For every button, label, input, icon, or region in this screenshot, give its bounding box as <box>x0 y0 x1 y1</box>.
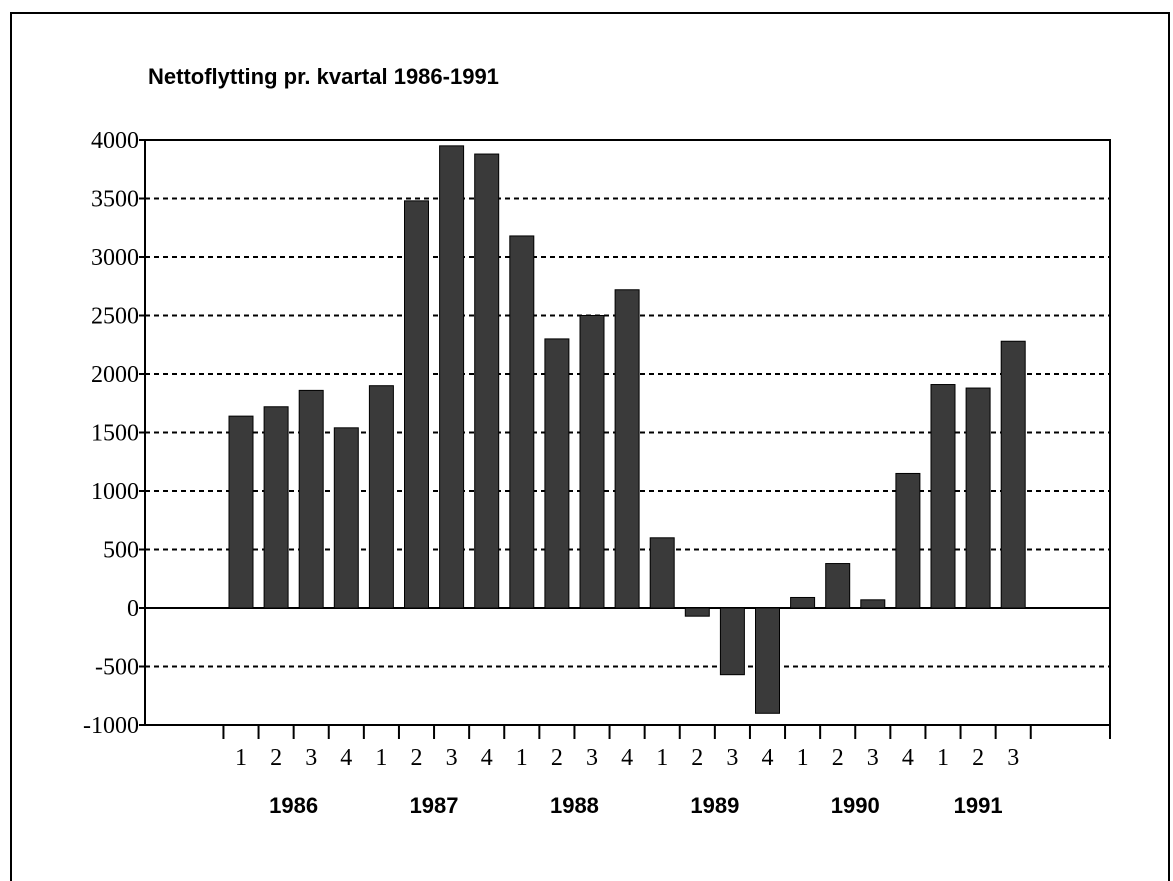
bar <box>228 415 254 609</box>
bar <box>965 387 991 609</box>
x-tick-label: 4 <box>481 745 493 771</box>
bar <box>860 599 886 609</box>
y-tick-label: 1500 <box>91 421 139 447</box>
bar <box>509 235 535 609</box>
x-tick-label: 4 <box>762 745 774 771</box>
x-tick-label: 1 <box>656 745 668 771</box>
y-tick-label: 3000 <box>91 245 139 271</box>
x-tick-label: 2 <box>832 745 844 771</box>
x-tick-label: 3 <box>586 745 598 771</box>
y-tick-label: 2000 <box>91 362 139 388</box>
bar <box>755 607 780 714</box>
bar <box>719 607 745 676</box>
bar <box>930 384 956 609</box>
y-tick-label: 1000 <box>91 479 139 505</box>
bar <box>649 537 675 609</box>
y-tick-label: 3500 <box>91 187 139 213</box>
x-tick-label: 4 <box>902 745 914 771</box>
bar <box>333 427 359 609</box>
bar <box>1000 340 1026 609</box>
x-tick-label: 4 <box>621 745 633 771</box>
frame <box>10 12 1170 881</box>
x-tick-label: 1 <box>937 745 949 771</box>
group-label: 1990 <box>831 793 880 818</box>
bar <box>298 389 324 609</box>
bar <box>684 607 710 617</box>
x-tick-label: 3 <box>1007 745 1019 771</box>
x-tick-label: 3 <box>446 745 458 771</box>
group-label: 1991 <box>954 793 1003 818</box>
group-label: 1988 <box>550 793 599 818</box>
bar <box>544 338 570 609</box>
group-label: 1989 <box>690 793 739 818</box>
bar <box>579 315 605 609</box>
group-label: 1987 <box>410 793 459 818</box>
bar <box>368 385 394 609</box>
group-label: 1986 <box>269 793 318 818</box>
bar <box>825 563 851 609</box>
x-tick-label: 1 <box>797 745 809 771</box>
bar <box>439 145 465 609</box>
bar <box>474 153 500 609</box>
y-tick-label: -500 <box>95 655 139 681</box>
x-tick-label: 2 <box>411 745 423 771</box>
chart-title: Nettoflytting pr. kvartal 1986-1991 <box>148 64 499 89</box>
x-tick-label: 4 <box>340 745 352 771</box>
bar <box>895 472 921 609</box>
x-tick-label: 2 <box>270 745 282 771</box>
x-tick-label: 3 <box>726 745 738 771</box>
x-tick-label: 2 <box>972 745 984 771</box>
x-tick-label: 1 <box>375 745 387 771</box>
x-tick-label: 2 <box>551 745 563 771</box>
x-tick-label: 3 <box>867 745 879 771</box>
x-tick-label: 1 <box>235 745 247 771</box>
y-tick-label: 0 <box>127 596 139 622</box>
y-tick-label: 4000 <box>91 128 139 154</box>
x-tick-label: 1 <box>516 745 528 771</box>
bar <box>263 406 289 609</box>
bar <box>614 289 640 609</box>
bar <box>404 200 429 609</box>
bar <box>790 596 816 609</box>
y-tick-label: 2500 <box>91 304 139 330</box>
x-tick-label: 3 <box>305 745 317 771</box>
y-tick-label: -1000 <box>83 713 139 739</box>
y-tick-label: 500 <box>103 538 139 564</box>
x-tick-label: 2 <box>691 745 703 771</box>
